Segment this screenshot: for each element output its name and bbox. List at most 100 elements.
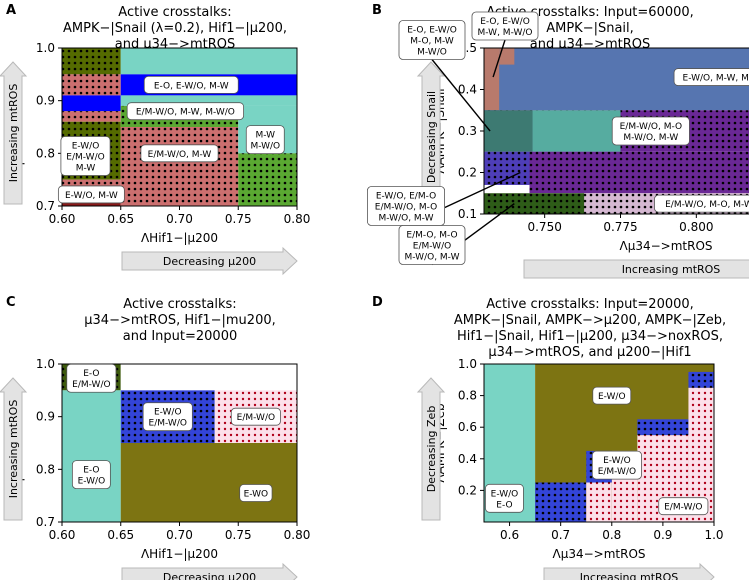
x-tick-label: 0.60 [49, 528, 76, 542]
chart-title-line: Hif1−|Snail, Hif1−|μ200, μ34−>noxROS, [457, 329, 723, 344]
heatmap-cell [120, 95, 297, 106]
region-annotation: E-W/O, M-W, M-W/O [673, 68, 749, 86]
x-axis-label: ΛHif1−|μ200 [141, 547, 218, 561]
region-annotation: E-OE-W/O [71, 460, 111, 490]
y-tick-label: 0.8 [36, 146, 55, 160]
annotation-text: M-W/O, M-W [623, 133, 678, 143]
panel-c: C Active crosstalks:μ34−>mtROS, Hif1−|mu2… [0, 295, 310, 580]
heatmap-cell-pattern [484, 193, 585, 214]
y-tick-label: 0.2 [458, 483, 477, 497]
y-direction-arrow [0, 377, 28, 521]
annotation-box [485, 483, 524, 513]
annotation-text: M-W/O, M-W [405, 253, 460, 263]
x-tick-label: 0.9 [653, 528, 672, 542]
panel-b: B Active crosstalks: Input=60000,AMPK−|Sn… [366, 3, 749, 279]
annotation-text: E-O [496, 500, 512, 510]
y-tick-label: 0.1 [458, 207, 477, 221]
chart-title-line: μ34−>mtROS, and μ200−|Hif1 [488, 345, 691, 360]
y-tick-label: 1.0 [36, 357, 55, 371]
panel-label: A [6, 3, 16, 18]
heatmap-cell [484, 48, 500, 111]
annotation-text: E/M-W/O, M-O, M-W/O, M-W [665, 200, 749, 210]
y-tick-label: 0.9 [36, 94, 55, 108]
y-tick-label: 0.3 [458, 124, 477, 138]
x-direction-arrow [523, 259, 749, 279]
y-arrow-label: Decreasing Zeb [425, 406, 438, 493]
x-tick-label: 0.65 [107, 528, 134, 542]
annotation-box [398, 20, 466, 60]
plot-frame [483, 363, 715, 523]
heatmap-cell-pattern [62, 48, 121, 75]
y-arrow-label: Increasing mtROS [7, 400, 20, 499]
heatmap-cell-pattern [688, 371, 714, 388]
annotation-box [60, 136, 111, 176]
annotation-text: E-W/O [491, 489, 519, 499]
x-tick-label: 0.7 [551, 528, 570, 542]
annotation-text: E/M-W/O [72, 380, 110, 390]
annotation-box [142, 402, 193, 432]
x-tick-label: 0.65 [107, 212, 134, 226]
annotation-box [140, 144, 219, 163]
chart-title-line: Active crosstalks: [118, 5, 231, 20]
y-tick-label: 0.4 [458, 83, 477, 97]
annotation-text: E-W/O [598, 392, 626, 402]
x-arrow-label: Decreasing μ200 [163, 571, 256, 580]
annotation-text: E-O, E-W/O [480, 17, 530, 27]
y-arrow-label: Decreasing Snail [425, 91, 438, 183]
heatmap-cell [120, 443, 297, 522]
y-tick-label: 0.9 [36, 410, 55, 424]
annotation-text: E/M-O, M-O [406, 231, 457, 241]
annotation-text: E/M-W/O, M-O [620, 122, 682, 132]
heatmap-cell-pattern [535, 482, 587, 522]
region-annotation: E/M-W/O, M-O, M-W/O, M-W [654, 194, 749, 213]
annotation-text: M-W/O [250, 142, 280, 152]
region-annotation: E-W/O [592, 386, 632, 405]
region-annotation: E/M-W/O, M-W, M-W/O [126, 102, 244, 121]
region-annotation: E/M-W/O, M-OM-W/O, M-W [611, 116, 690, 146]
x-arrow-label: Increasing mtROS [622, 263, 721, 276]
heatmap-cell [484, 110, 533, 152]
region-annotation: E/M-W/O [230, 407, 281, 426]
x-tick-label: 0.70 [166, 528, 193, 542]
annotation-box [57, 185, 125, 204]
region-annotation: E-W/OE/M-W/O [142, 402, 193, 432]
annotation-box [71, 460, 111, 490]
x-tick-label: 0.750 [527, 220, 561, 234]
annotation-box [143, 75, 239, 94]
x-tick-label: 0.60 [49, 212, 76, 226]
annotation-box [245, 125, 285, 155]
annotation-text: E-W/O, E/M-O [376, 192, 436, 202]
heatmap-cell [62, 95, 121, 112]
x-axis-label: Λμ34−>mtROS [552, 547, 645, 561]
outer-annotation: E/M-O, M-OE/M-W/OM-W/O, M-W [398, 203, 515, 266]
outer-annotation: E-O, E-W/OM-O, M-WM-W/O [398, 20, 491, 132]
annotation-text: E/M-W/O [664, 503, 702, 513]
annotation-box [673, 68, 749, 86]
x-tick-label: 0.775 [603, 220, 637, 234]
annotation-box [239, 484, 273, 502]
annotation-box [471, 11, 539, 41]
annotation-text: E/M-W/O [66, 152, 104, 162]
x-axis-label: ΛHif1−|μ200 [141, 231, 218, 245]
heatmap-cell-pattern [62, 111, 121, 122]
y-tick-label: 0.2 [458, 166, 477, 180]
annotation-text: E/M-W/O [413, 242, 451, 252]
x-tick-label: 0.800 [679, 220, 713, 234]
outer-annotation: E-W/O, E/M-OE/M-W/O, M-OM-W/O, M-W [366, 171, 521, 227]
chart-title-line: Active crosstalks: [123, 297, 236, 312]
region-annotation: M-WM-W/O [245, 125, 285, 155]
annotation-text: E/M-W/O [237, 413, 275, 423]
region-annotation: E-OE/M-W/O [66, 363, 117, 393]
outer-annotation: E-O, E-W/OM-W, M-W/O [471, 11, 539, 78]
annotation-box [658, 497, 709, 516]
annotation-text: E/M-W/O, M-W [148, 150, 212, 160]
y-tick-label: 1.0 [458, 357, 477, 371]
heatmap-cell [120, 364, 297, 391]
x-tick-label: 0.80 [284, 528, 311, 542]
chart-title-line: Active crosstalks: Input=20000, [486, 297, 694, 312]
y-direction-arrow [416, 377, 446, 521]
chart-title-line: and Input=20000 [123, 329, 238, 344]
heatmap-cell [499, 48, 515, 65]
